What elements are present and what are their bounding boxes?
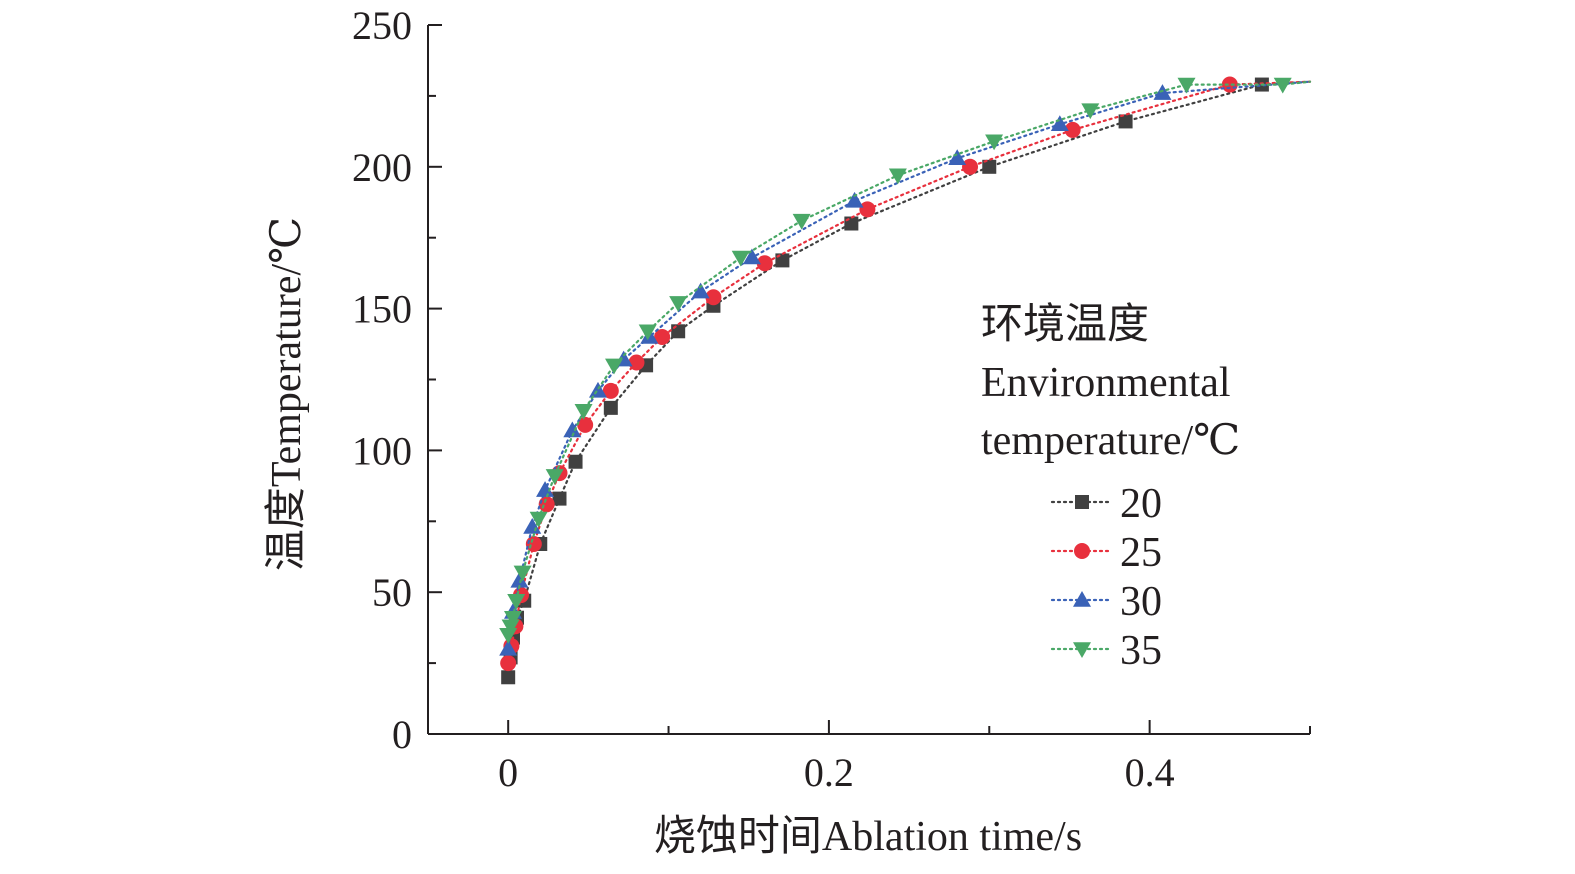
data-point [552,491,567,506]
data-point [501,619,520,636]
data-point [888,168,907,185]
legend-marker [1074,543,1090,559]
data-point [845,191,864,208]
data-point [1081,103,1100,120]
legend-item-25: 25 [1050,530,1162,576]
data-point [756,255,773,272]
legend-item-20: 20 [1050,481,1162,527]
legend-label: 30 [1120,579,1162,625]
legend-item-30: 30 [1050,579,1162,625]
data-point [510,571,529,588]
legend-label: 25 [1120,530,1162,576]
legend-marker [1073,591,1091,607]
data-point [731,250,750,267]
series-line [507,80,1312,650]
data-point [602,382,619,399]
legend-marker [1075,495,1089,509]
legend-label: 35 [1120,628,1162,674]
data-point [985,134,1004,151]
data-point [538,496,555,513]
data-point [654,328,671,345]
data-point [603,400,618,415]
data-point [605,358,624,375]
x-tick-label: 0 [498,750,518,795]
data-point [523,517,542,534]
data-point [513,565,532,582]
data-point [742,248,761,265]
data-point [859,201,876,218]
legend-item-35: 35 [1050,628,1162,674]
series-group [499,76,1312,685]
legend-title-line: 环境温度 [981,301,1149,348]
data-point [588,381,607,398]
data-point [500,655,517,672]
data-point [691,282,710,299]
x-tick-label: 0.4 [1125,750,1175,795]
data-point [501,670,516,685]
y-tick-label: 200 [352,145,412,190]
data-point [982,159,997,174]
y-axis-title: 温度Temperature/℃ [264,217,310,571]
series-30 [499,80,1312,656]
data-point [536,481,555,497]
data-point [1273,77,1292,94]
data-point [628,354,645,371]
data-point [503,610,522,627]
data-point [669,296,688,312]
data-point [671,324,686,339]
y-tick-label: 50 [372,570,412,615]
x-tick-label: 0.2 [804,750,854,795]
data-point [705,289,722,306]
data-point [577,416,594,433]
data-point [568,454,583,469]
data-point [792,213,811,230]
data-point [499,639,518,656]
series-line [507,80,1312,636]
data-point [962,158,979,175]
legend-marker [1073,642,1091,658]
data-point [1064,121,1081,138]
data-point [948,149,967,166]
legend-title-line: temperature/℃ [981,418,1240,464]
x-axis-title: 烧蚀时间Ablation time/s [654,814,1082,860]
data-point [529,511,548,528]
y-tick-label: 0 [392,712,412,757]
data-point [1050,115,1069,132]
data-point [499,627,518,644]
legend-title-line: Environmental [981,360,1231,406]
series-35 [499,77,1312,644]
data-point [507,593,526,610]
y-tick-label: 100 [352,428,412,473]
axes: 0 50 100 150 200 250 0 0.2 0.4 [352,3,1311,795]
data-point [844,216,859,231]
data-point [1177,77,1196,94]
series-line [507,80,1312,665]
legend-label: 20 [1120,481,1162,527]
data-point [638,324,657,341]
data-point [1118,114,1133,129]
y-tick-label: 250 [352,3,412,48]
data-point [563,421,582,438]
data-point [545,469,564,485]
y-tick-label: 150 [352,287,412,332]
data-point [574,403,593,420]
data-point [1221,76,1238,93]
